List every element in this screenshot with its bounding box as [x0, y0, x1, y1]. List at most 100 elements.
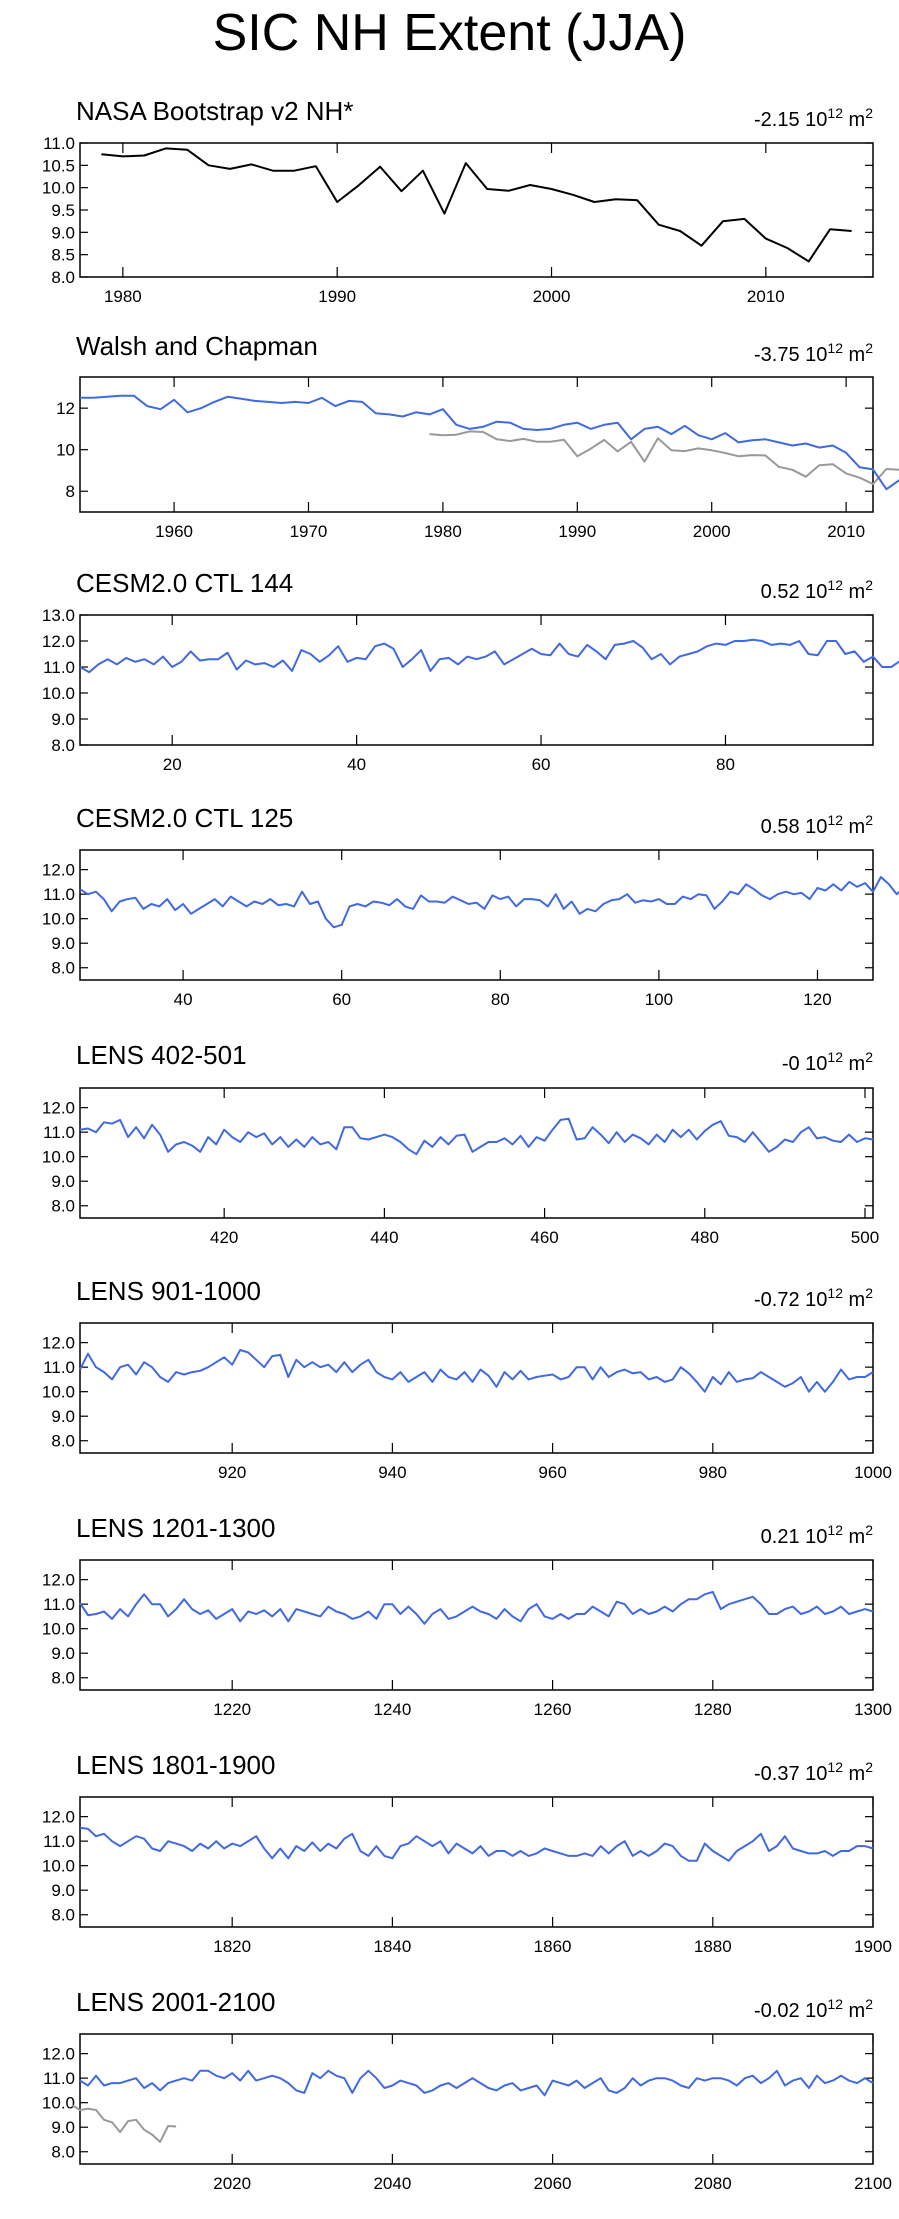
- y-tick-label: 9.5: [51, 201, 75, 220]
- trend-value: -0.72: [754, 1289, 805, 1311]
- x-tick-label: 1960: [155, 522, 193, 541]
- x-tick-label: 1970: [290, 522, 328, 541]
- y-tick-label: 9.0: [51, 1172, 75, 1191]
- trend-sup2: 2: [865, 340, 873, 356]
- x-tick-label: 940: [378, 1463, 406, 1482]
- series-line-lens-1201-1300: [79, 1590, 874, 1625]
- panel-7: LENS 1201-1300 0.21 1012 m2 8.0 9.0 10.0 11.0…: [42, 1513, 892, 1719]
- y-tick-label: 10.0: [42, 910, 75, 929]
- series-line-walsh-and-chapman: [80, 394, 899, 491]
- y-tick-label: 8.5: [51, 246, 75, 265]
- x-tick-label: 1280: [694, 1700, 732, 1719]
- series-line-lens-2001-2100: [79, 2069, 874, 2097]
- y-tick-label: 8.0: [51, 2143, 75, 2162]
- page-title: SIC NH Extent (JJA): [212, 4, 687, 62]
- x-tick-label: 2000: [693, 522, 731, 541]
- y-tick-label: 8.0: [51, 1197, 75, 1216]
- trend-value: 0.52: [761, 581, 805, 603]
- trend-exp: 12: [827, 1285, 843, 1301]
- series-line-lens-402-501: [79, 1117, 874, 1156]
- x-tick-label: 2020: [213, 2174, 251, 2193]
- panel-6: LENS 901-1000 -0.72 1012 m2 8.0 9.0 10.0 11.0…: [42, 1276, 892, 1482]
- y-tick-label: 8.0: [51, 1906, 75, 1925]
- y-tick-label: 12.0: [42, 1571, 75, 1590]
- trend-value: -0.02: [754, 2000, 805, 2022]
- trend-label: -3.75 1012 m2: [754, 340, 873, 366]
- y-tick-label: 10.0: [42, 684, 75, 703]
- y-tick-label: 10.0: [42, 1620, 75, 1639]
- x-tick-label: 2060: [534, 2174, 572, 2193]
- x-tick-label: 2010: [747, 287, 785, 306]
- panel-title: LENS 402-501: [76, 1040, 247, 1070]
- y-tick-label: 11.0: [43, 1123, 75, 1142]
- series-line-cesm2-0-ctl-125: [79, 876, 899, 929]
- trend-unit: 10: [805, 816, 827, 838]
- y-tick-label: 8.0: [51, 736, 75, 755]
- y-tick-label: 11.0: [43, 2069, 75, 2088]
- trend-suffix: m: [843, 1763, 865, 1785]
- x-tick-label: 60: [532, 755, 551, 774]
- trend-label: -0 1012 m2: [782, 1049, 873, 1075]
- x-tick-label: 460: [530, 1228, 558, 1247]
- trend-sup2: 2: [865, 812, 873, 828]
- x-tick-label: 2040: [373, 2174, 411, 2193]
- x-tick-label: 1820: [213, 1937, 251, 1956]
- panel-title: LENS 901-1000: [76, 1276, 261, 1306]
- x-tick-label: 480: [691, 1228, 719, 1247]
- trend-exp: 12: [827, 812, 843, 828]
- trend-sup2: 2: [865, 105, 873, 121]
- x-tick-label: 40: [347, 755, 366, 774]
- x-tick-label: 60: [332, 990, 351, 1009]
- y-tick-label: 10.0: [42, 179, 75, 198]
- y-tick-label: 10.0: [42, 1148, 75, 1167]
- panel-title: NASA Bootstrap v2 NH*: [76, 96, 353, 126]
- y-tick-label: 9.0: [51, 710, 75, 729]
- x-tick-label: 120: [803, 990, 831, 1009]
- x-tick-label: 1980: [424, 522, 462, 541]
- series-line-nasa-bootstrap: [71, 2104, 177, 2143]
- y-tick-label: 10.5: [42, 156, 75, 175]
- y-tick-label: 9.0: [51, 1881, 75, 1900]
- plot-frame: [79, 1322, 874, 1454]
- y-tick-label: 9.0: [51, 223, 75, 242]
- plot-frame: [79, 142, 874, 278]
- panel-title: Walsh and Chapman: [76, 331, 318, 361]
- plot-frame: [79, 849, 874, 981]
- trend-label: 0.58 1012 m2: [761, 812, 874, 838]
- y-tick-label: 11.0: [43, 885, 75, 904]
- trend-sup2: 2: [865, 1049, 873, 1065]
- trend-label: -0.72 1012 m2: [754, 1285, 873, 1311]
- y-tick-label: 11.0: [43, 134, 75, 153]
- trend-exp: 12: [827, 1759, 843, 1775]
- x-tick-label: 920: [218, 1463, 246, 1482]
- y-tick-label: 12.0: [42, 1099, 75, 1118]
- trend-exp: 12: [827, 105, 843, 121]
- y-tick-label: 10.0: [42, 1383, 75, 1402]
- plot-frame: [79, 2033, 874, 2165]
- trend-label: 0.52 1012 m2: [761, 577, 874, 603]
- trend-suffix: m: [843, 816, 865, 838]
- y-tick-label: 10.0: [42, 2094, 75, 2113]
- x-tick-label: 1840: [373, 1937, 411, 1956]
- x-tick-label: 1990: [558, 522, 596, 541]
- y-tick-label: 9.0: [51, 934, 75, 953]
- y-tick-label: 13.0: [42, 606, 75, 625]
- x-tick-label: 1990: [318, 287, 356, 306]
- panel-4: CESM2.0 CTL 125 0.58 1012 m2 8.0 9.0 10.0 11.…: [42, 803, 899, 1009]
- x-tick-label: 960: [538, 1463, 566, 1482]
- y-tick-label: 9.0: [51, 1644, 75, 1663]
- plot-frame: [79, 614, 874, 746]
- y-tick-label: 12.0: [42, 1334, 75, 1353]
- y-tick-label: 9.0: [51, 1407, 75, 1426]
- x-tick-label: 2000: [533, 287, 571, 306]
- trend-suffix: m: [843, 344, 865, 366]
- series-line-nasa-bootstrap: [101, 147, 852, 263]
- trend-exp: 12: [827, 1049, 843, 1065]
- y-tick-label: 12.0: [42, 861, 75, 880]
- x-tick-label: 440: [370, 1228, 398, 1247]
- trend-value: -0: [782, 1053, 805, 1075]
- panel-3: CESM2.0 CTL 144 0.52 1012 m2 8.0 9.0 10.0 11.…: [42, 568, 899, 774]
- y-tick-label: 12.0: [42, 1808, 75, 1827]
- trend-suffix: m: [843, 581, 865, 603]
